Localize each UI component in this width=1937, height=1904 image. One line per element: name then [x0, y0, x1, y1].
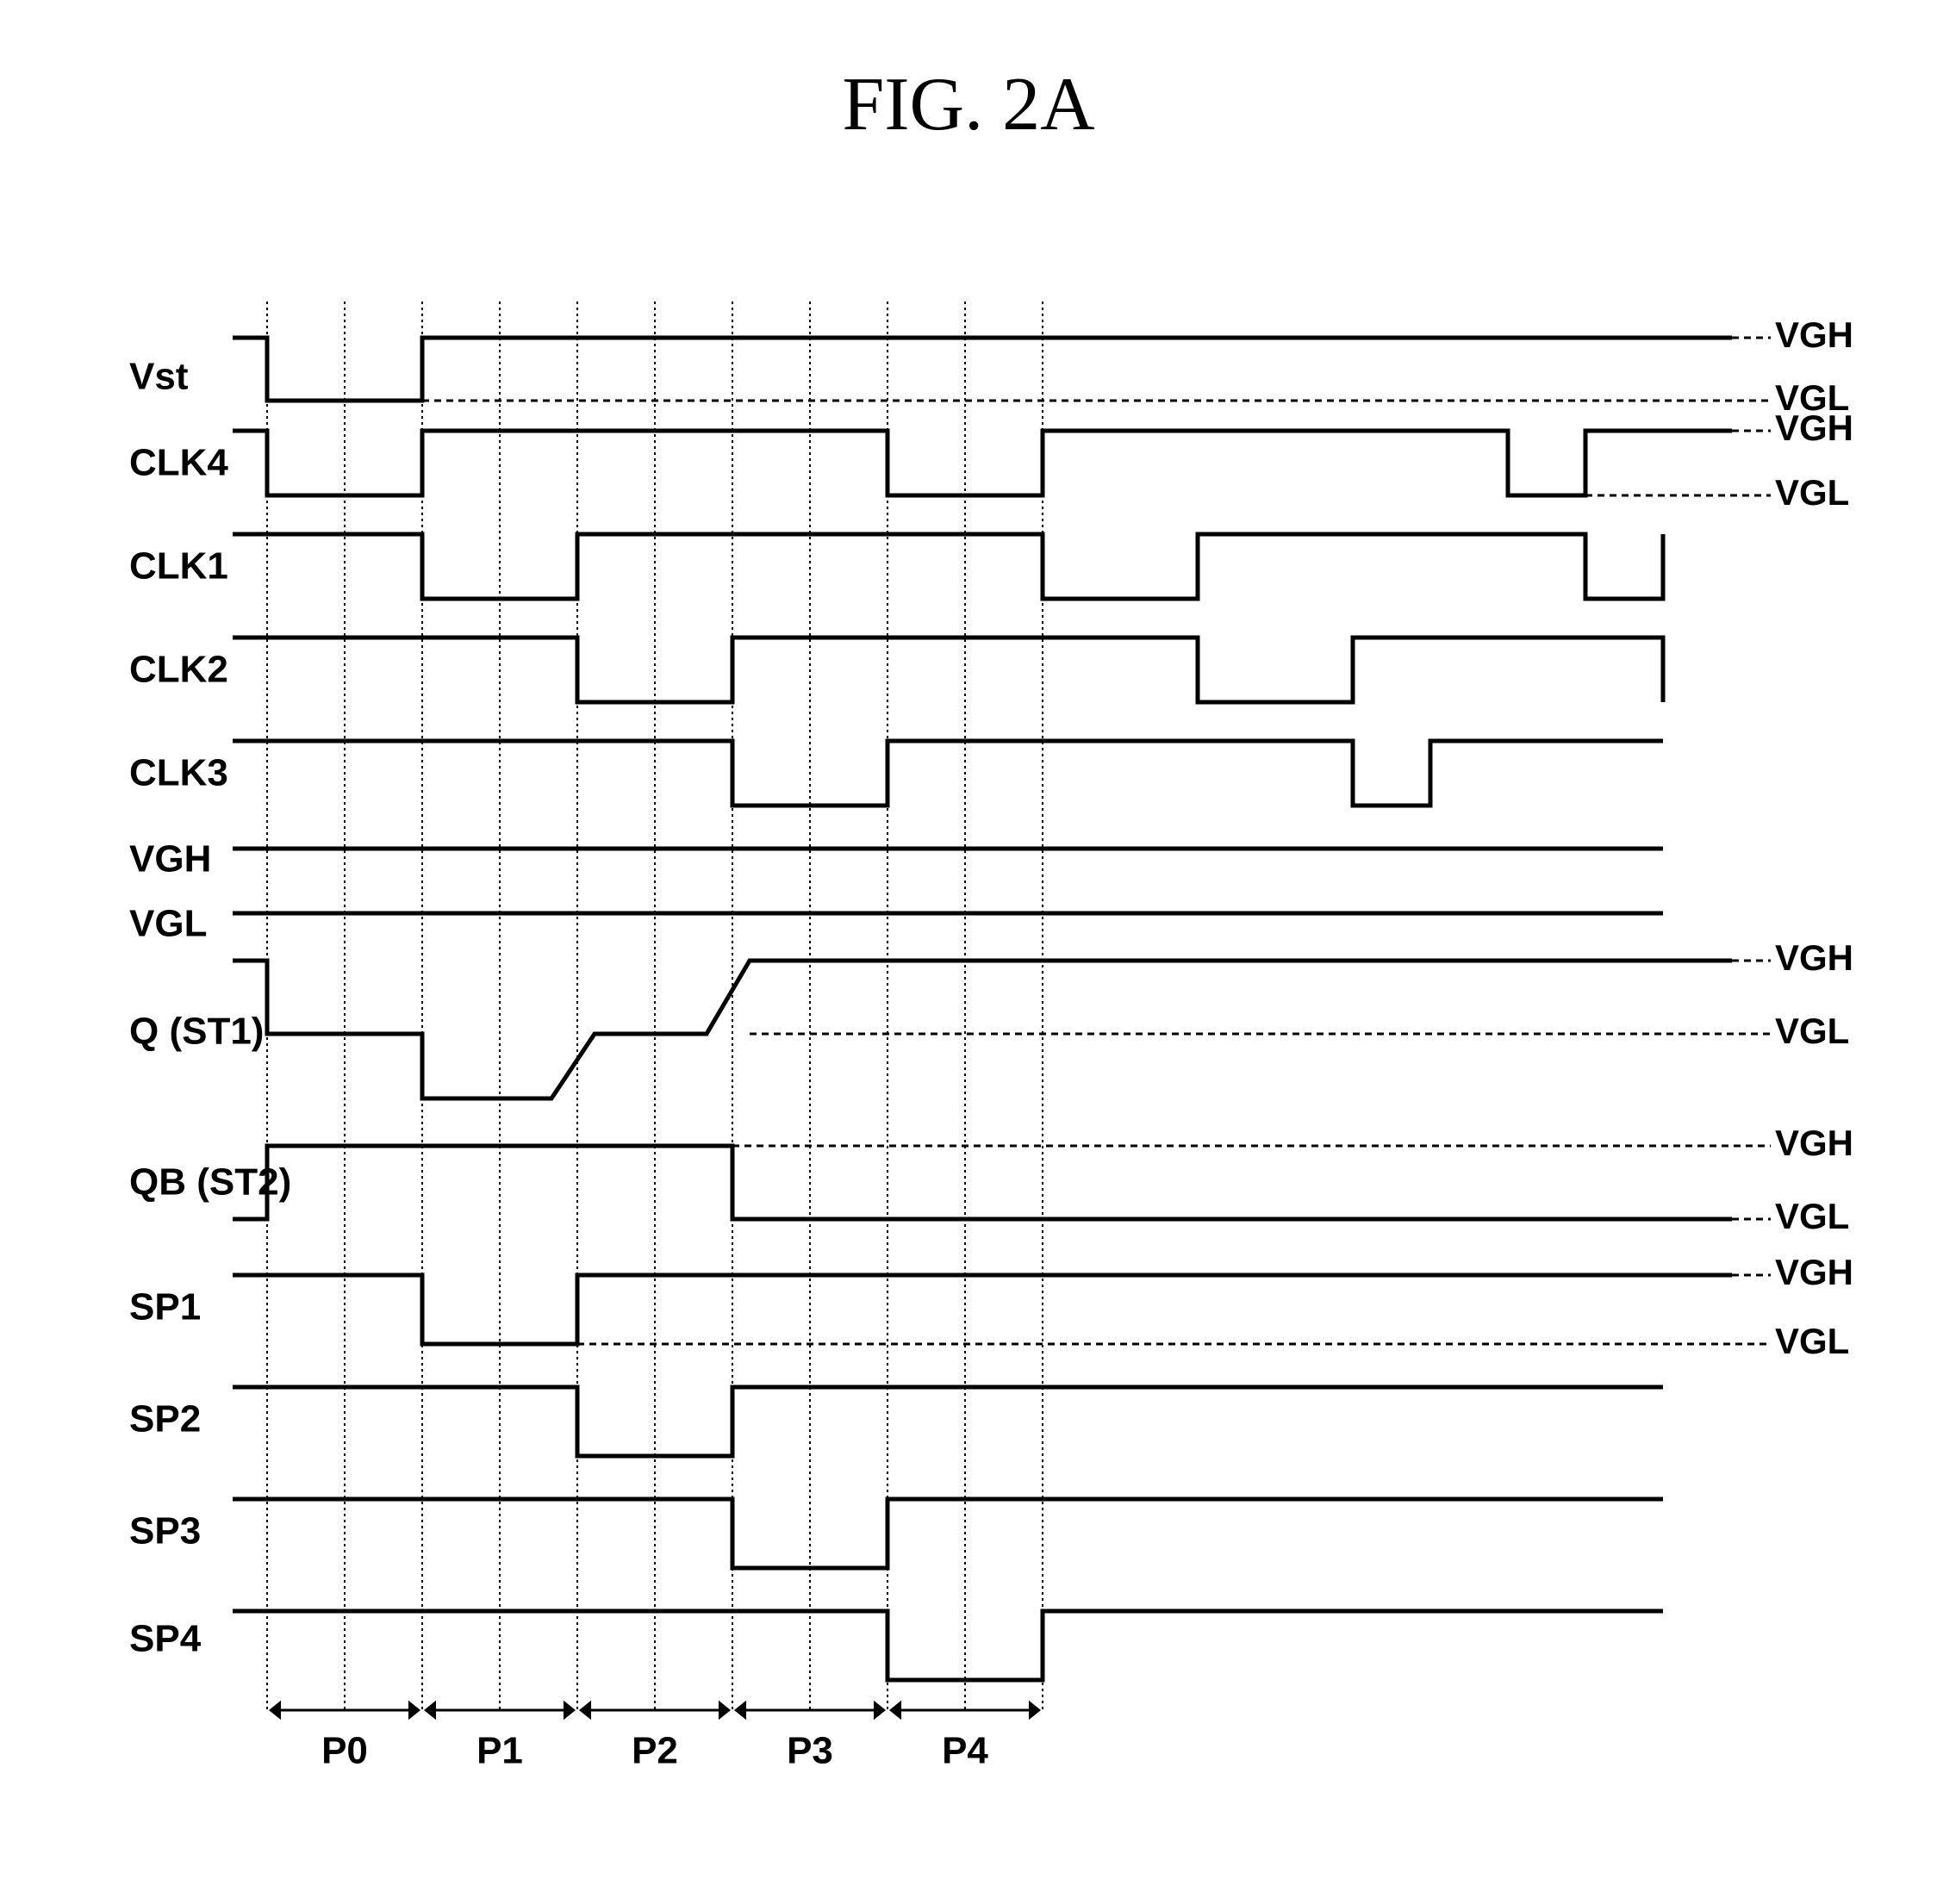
level-label-low: VGL [1775, 1011, 1849, 1051]
period-label: P4 [942, 1730, 988, 1772]
waveform [233, 741, 1663, 806]
signal-VGH: VGH [129, 838, 1663, 880]
waveform [233, 1611, 1663, 1680]
signal-SP3: SP3 [129, 1499, 1663, 1568]
signal-label: SP4 [129, 1618, 202, 1660]
signal-label: CLK3 [129, 752, 228, 794]
signal-label: CLK4 [129, 442, 228, 484]
waveform [233, 1387, 1663, 1456]
level-label-high: VGH [1775, 937, 1853, 978]
period-label: P2 [632, 1730, 678, 1772]
waveform [233, 638, 1663, 702]
signal-SP1: SP1 VGH VGL [129, 1252, 1853, 1361]
signal-label: Q (ST1) [129, 1011, 264, 1053]
signal-CLK4: CLK4 VGH VGL [129, 408, 1853, 513]
waveform [233, 431, 1732, 495]
periods: P0 P1 P2 P3 P4 [269, 1701, 1041, 1772]
signal-label: CLK2 [129, 649, 228, 691]
signal-QB: QB (ST2)VGHVGL [129, 1123, 1853, 1236]
waveform [233, 1146, 1732, 1219]
signal-label: SP1 [129, 1286, 201, 1328]
signal-CLK1: CLK1 [129, 534, 1663, 599]
level-label-high: VGH [1775, 408, 1853, 448]
waveform [233, 338, 1732, 401]
timing-diagram: FIG. 2A Vst VGH VGL CLK4 VGH VGL CLK1 CLK2 CLK3 VG… [0, 0, 1937, 1904]
signal-SP4: SP4 [129, 1611, 1663, 1680]
signal-CLK3: CLK3 [129, 741, 1663, 806]
waveform [233, 1275, 1732, 1344]
signal-VGL: VGL [129, 903, 1663, 945]
signal-SP2: SP2 [129, 1387, 1663, 1456]
level-label-high: VGH [1775, 314, 1853, 355]
level-label-low: VGL [1775, 472, 1849, 513]
level-label-high: VGH [1775, 1123, 1853, 1163]
signal-label: SP3 [129, 1510, 201, 1552]
level-label-high: VGH [1775, 1252, 1853, 1292]
level-label-low: VGL [1775, 1321, 1849, 1361]
figure-title: FIG. 2A [842, 63, 1094, 146]
signal-label: CLK1 [129, 545, 228, 588]
signal-label: SP2 [129, 1398, 201, 1440]
signals: VstVGHVGLCLK4VGHVGLCLK1CLK2CLK3VGHVGLQ (… [129, 314, 1853, 1680]
waveform [233, 1499, 1663, 1568]
signal-CLK2: CLK2 [129, 638, 1663, 702]
period-label: P0 [321, 1730, 368, 1772]
waveform [233, 534, 1663, 599]
signal-Q: Q (ST1) VGH VGL [129, 937, 1853, 1098]
signal-label: VGH [129, 838, 211, 880]
signal-Vst: VstVGHVGL [129, 314, 1853, 418]
signal-label: VGL [129, 903, 207, 945]
period-label: P3 [787, 1730, 833, 1772]
period-label: P1 [476, 1730, 523, 1772]
signal-label: Vst [129, 356, 189, 398]
waveform [233, 961, 1732, 1098]
level-label-low: VGL [1775, 1196, 1849, 1236]
